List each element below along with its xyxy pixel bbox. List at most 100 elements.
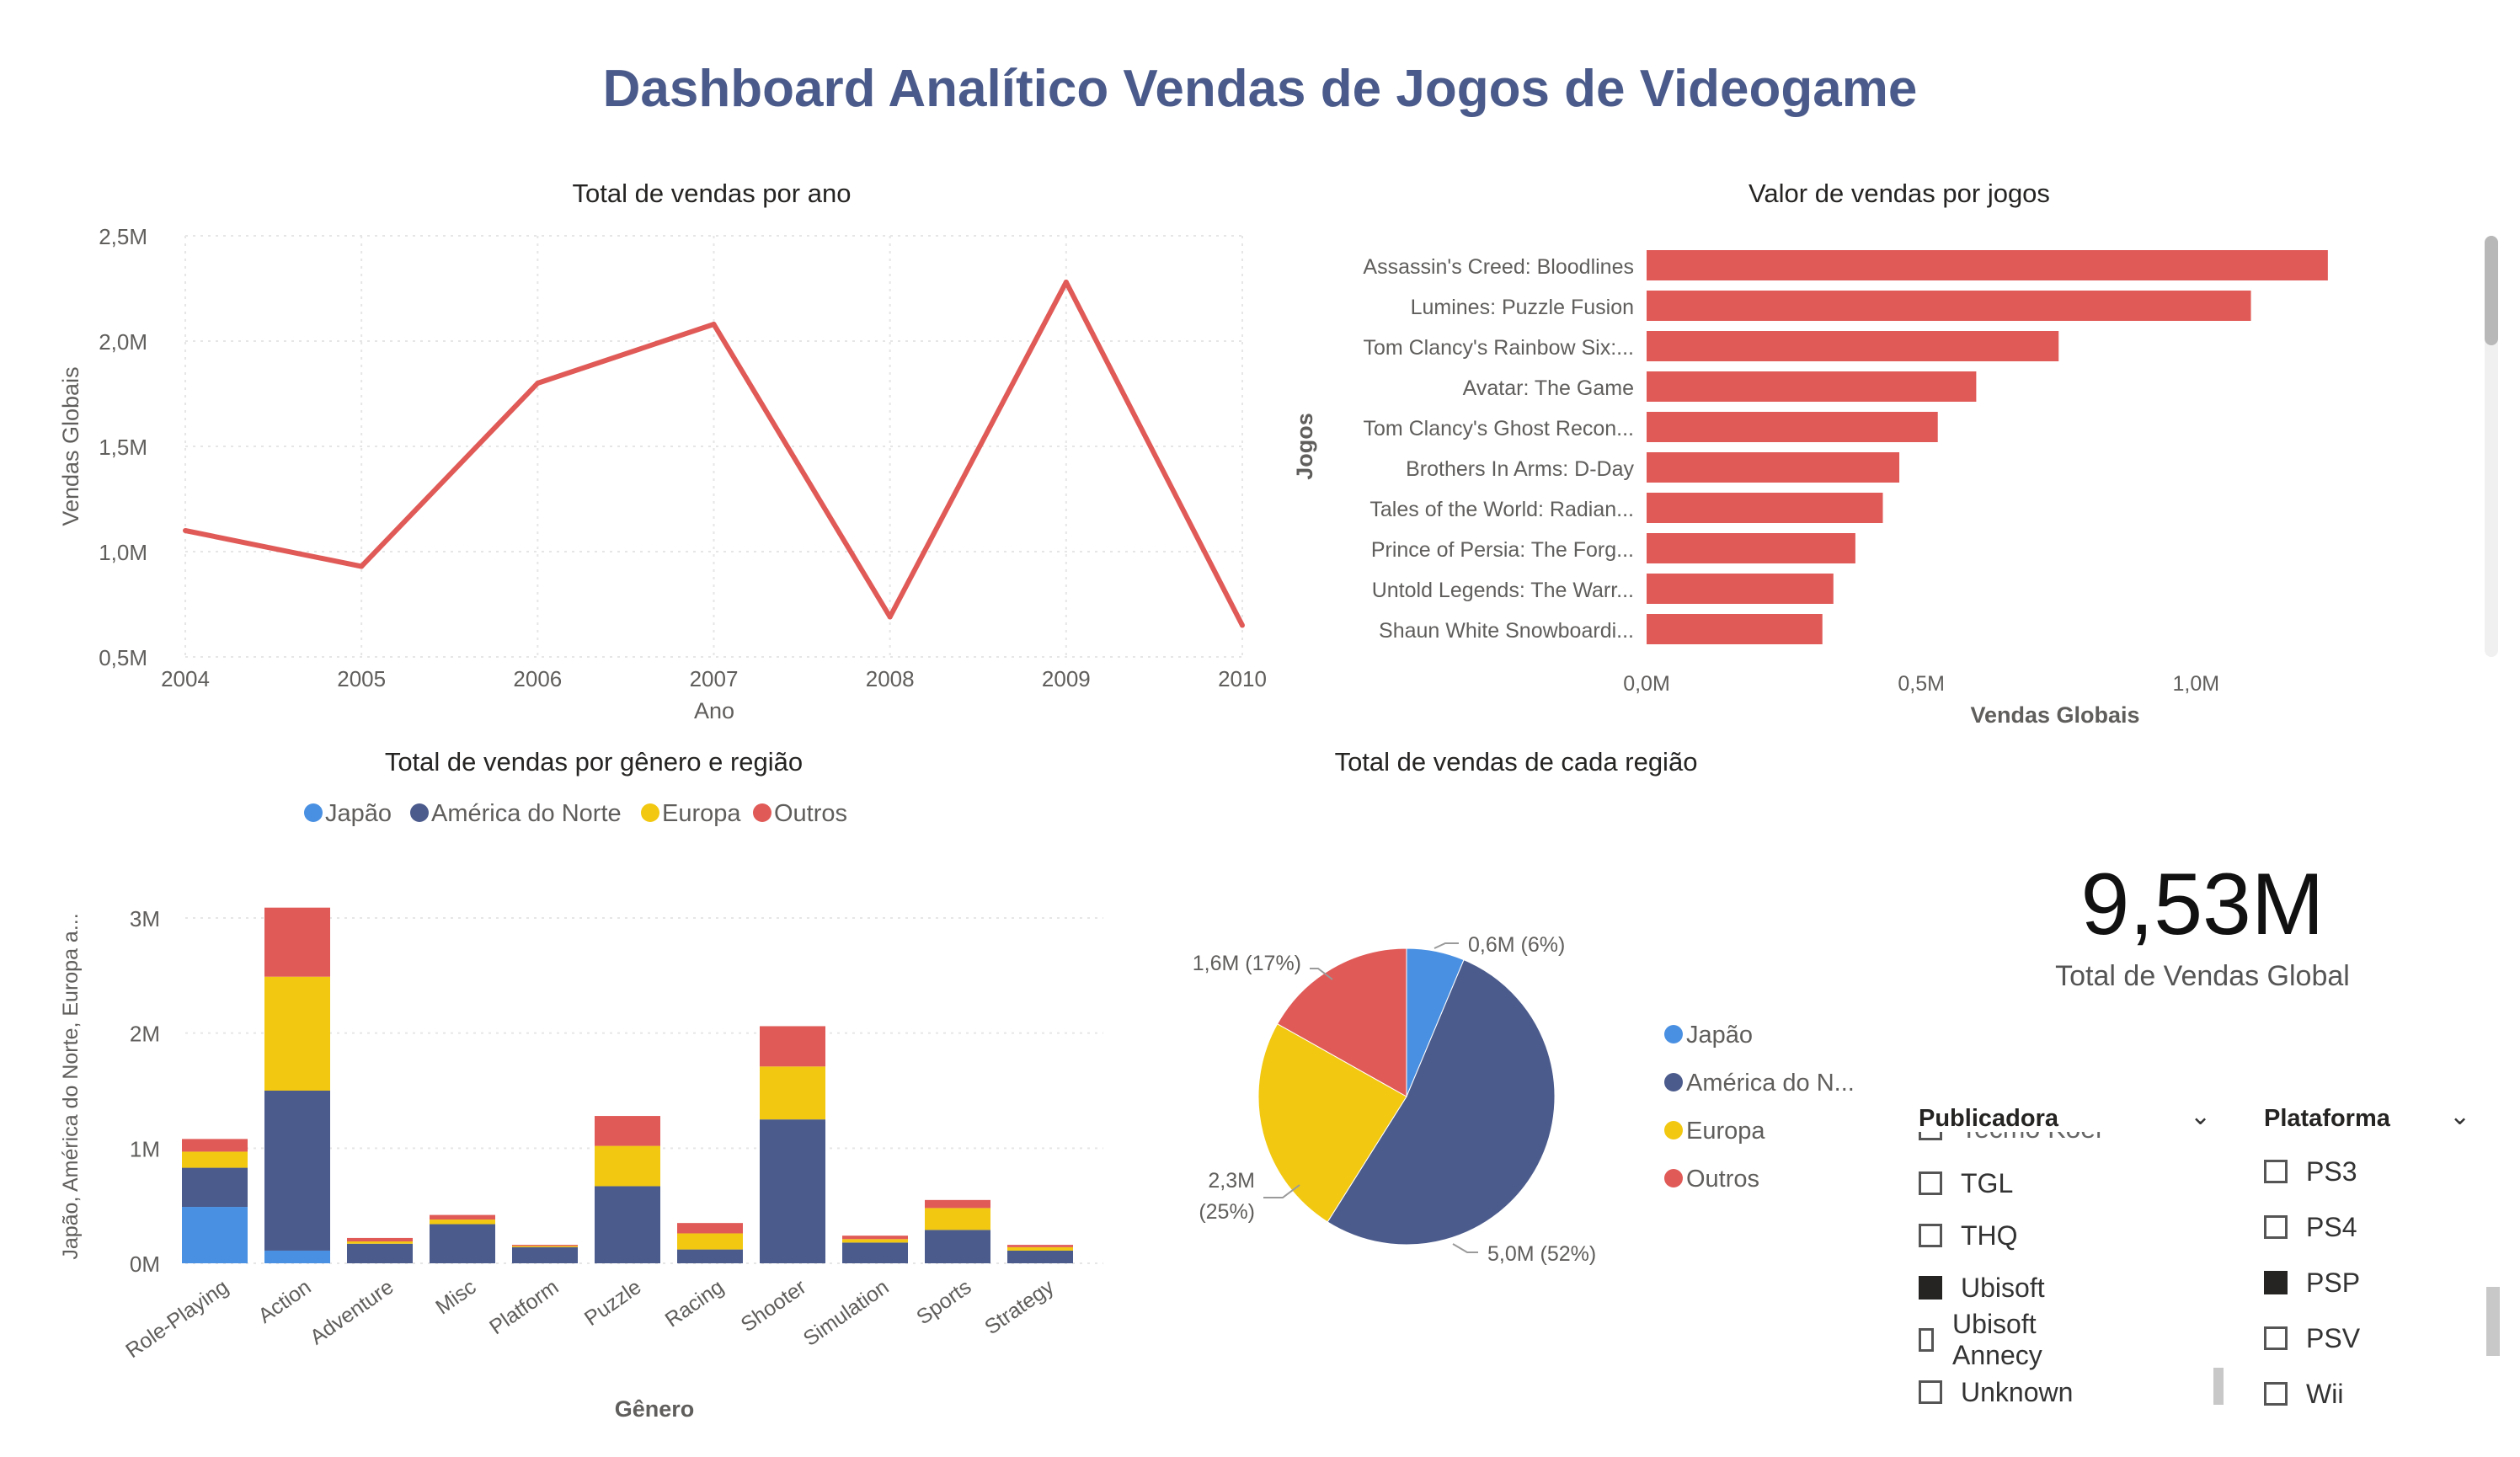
x-tick-label: 0,5M [1898, 672, 1945, 696]
stack-segment [760, 1119, 825, 1263]
slicer-item[interactable]: Ubisoft [1919, 1269, 2045, 1306]
y-axis-label: Japão, América do Norte, Europa a... [59, 913, 83, 1259]
x-tick-label: Strategy [980, 1275, 1059, 1340]
pie-data-label-value: 2,3M [1208, 1169, 1255, 1193]
line-point [535, 381, 541, 386]
game-bar [1647, 533, 1855, 563]
stack-segment [677, 1223, 743, 1234]
line-chart[interactable]: Total de vendas por ano 0,5M 1,0M 1,5M 2,0M 2… [51, 164, 1305, 737]
leader-line [1263, 1184, 1300, 1198]
pie-data-label: 1,6M (17%) [1193, 952, 1301, 975]
x-tick-label: 2009 [1042, 666, 1091, 691]
game-label: Tales of the World: Radian... [1369, 498, 1634, 521]
slicer-item[interactable]: PS3 [2264, 1153, 2357, 1190]
line-point [887, 614, 893, 620]
slicer-item-label: THQ [1961, 1220, 2018, 1251]
stack-segment [264, 907, 330, 977]
stack-segment [760, 1066, 825, 1120]
x-tick-label: Adventure [306, 1275, 398, 1349]
slicer-item[interactable]: Wii [2264, 1375, 2343, 1412]
leader-line [1434, 942, 1459, 949]
publisher-partial-item[interactable]: Tecmo Koei [1919, 1132, 2101, 1147]
game-label: Tom Clancy's Ghost Recon... [1363, 417, 1634, 440]
slicer-item-label: TGL [1961, 1167, 2014, 1198]
checkbox[interactable] [2264, 1160, 2288, 1183]
region-pie-chart[interactable]: Total de vendas de cada região 0,6M (6%) 5… [1145, 733, 1929, 1305]
bar-chart-scrollbar[interactable] [2485, 236, 2498, 657]
checkbox[interactable] [1919, 1380, 1942, 1404]
x-axis-label: Gênero [615, 1396, 695, 1422]
x-tick-label: 2005 [337, 666, 386, 691]
y-tick-label: 3M [130, 906, 160, 931]
slicer-item[interactable]: PS4 [2264, 1209, 2357, 1246]
x-tick-label: 2004 [161, 666, 210, 691]
checkbox[interactable] [1919, 1224, 1942, 1247]
game-bar [1647, 250, 2328, 280]
stacked-chart-title: Total de vendas por gênero e região [385, 747, 803, 777]
game-label: Assassin's Creed: Bloodlines [1363, 255, 1634, 279]
publisher-slicer-list: Tecmo Koei TGL THQ Ubisoft Ubisoft Annecy Un… [1919, 1132, 2197, 1418]
game-label: Lumines: Puzzle Fusion [1411, 296, 1634, 319]
checkbox[interactable] [1919, 1132, 1942, 1140]
x-axis-label: Ano [694, 698, 734, 723]
bar-chart-scroll-thumb[interactable] [2485, 236, 2498, 345]
stack-segment [512, 1246, 578, 1247]
y-tick-label: 2,5M [99, 224, 147, 249]
game-bar [1647, 614, 1823, 644]
checkbox-checked[interactable] [1919, 1276, 1942, 1300]
slicer-item[interactable]: PSP [2264, 1264, 2360, 1301]
checkbox[interactable] [2264, 1326, 2288, 1350]
publisher-slicer-title: Publicadora [1919, 1105, 2058, 1132]
x-tick-label: Shooter [737, 1275, 811, 1337]
slicer-item-label: PS3 [2306, 1155, 2357, 1187]
x-tick-label: Sports [912, 1275, 975, 1329]
stack-segment [677, 1233, 743, 1250]
platform-slicer[interactable]: Plataforma ⌄ PS3 PS4 PSP PSV Wii [2257, 1095, 2510, 1432]
platform-scrollbar[interactable] [2486, 1287, 2500, 1356]
slicer-item-label: PSV [2306, 1322, 2361, 1353]
publisher-slicer[interactable]: Publicadora ⌄ Tecmo Koei TGL THQ Ubisoft Ub… [1912, 1095, 2224, 1432]
slicer-item[interactable]: THQ [1919, 1217, 2018, 1254]
stack-segment [925, 1199, 990, 1209]
pie-chart-title: Total de vendas de cada região [1335, 747, 1698, 777]
game-bar [1647, 574, 1834, 604]
game-bar [1647, 452, 1900, 483]
chevron-down-icon[interactable]: ⌄ [2190, 1102, 2212, 1130]
checkbox[interactable] [1919, 1328, 1935, 1352]
y-tick-label: 0,5M [99, 645, 147, 670]
slicer-item-label: Ubisoft [1961, 1272, 2045, 1303]
legend-marker [1664, 1025, 1683, 1043]
chevron-down-icon[interactable]: ⌄ [2449, 1102, 2471, 1130]
pie-slice [1327, 959, 1556, 1246]
game-label: Brothers In Arms: D-Day [1406, 457, 1634, 481]
slicer-item[interactable]: PSV [2264, 1320, 2360, 1357]
publisher-scrollbar[interactable] [2213, 1368, 2224, 1405]
legend-marker [304, 803, 323, 822]
slicer-item[interactable]: Unknown [1919, 1374, 2073, 1411]
x-tick-label: 0,0M [1623, 672, 1670, 696]
games-bar-chart[interactable]: Valor de vendas por jogos Assassin's Cree… [1280, 164, 2510, 737]
legend-marker [1664, 1169, 1683, 1187]
slicer-item[interactable]: Ubisoft Annecy [1919, 1309, 2051, 1370]
stack-segment [512, 1246, 578, 1263]
checkbox-checked[interactable] [2264, 1271, 2288, 1294]
x-tick-label: Misc [431, 1275, 480, 1319]
checkbox[interactable] [2264, 1215, 2288, 1239]
line-point [1063, 280, 1069, 285]
checkbox[interactable] [1919, 1171, 1942, 1195]
stack-segment [595, 1145, 660, 1187]
legend-label: Europa [1686, 1118, 1765, 1145]
legend-marker [1664, 1073, 1683, 1091]
checkbox[interactable] [2264, 1382, 2288, 1406]
x-axis-label: Vendas Globais [1970, 702, 2139, 728]
genre-region-chart[interactable]: Total de vendas por gênero e região Japão… [42, 733, 1154, 1440]
pie-data-label-pct: (25%) [1199, 1200, 1255, 1224]
slicer-item-label: PSP [2306, 1267, 2361, 1298]
stack-segment [842, 1239, 908, 1243]
slicer-item[interactable]: TGL [1919, 1165, 2013, 1202]
line-point [711, 322, 717, 327]
stack-segment [842, 1242, 908, 1263]
x-tick-label: Role-Playing [121, 1275, 232, 1363]
kpi-value: 9,53M [2080, 856, 2325, 953]
y-tick-label: 1M [130, 1136, 160, 1161]
